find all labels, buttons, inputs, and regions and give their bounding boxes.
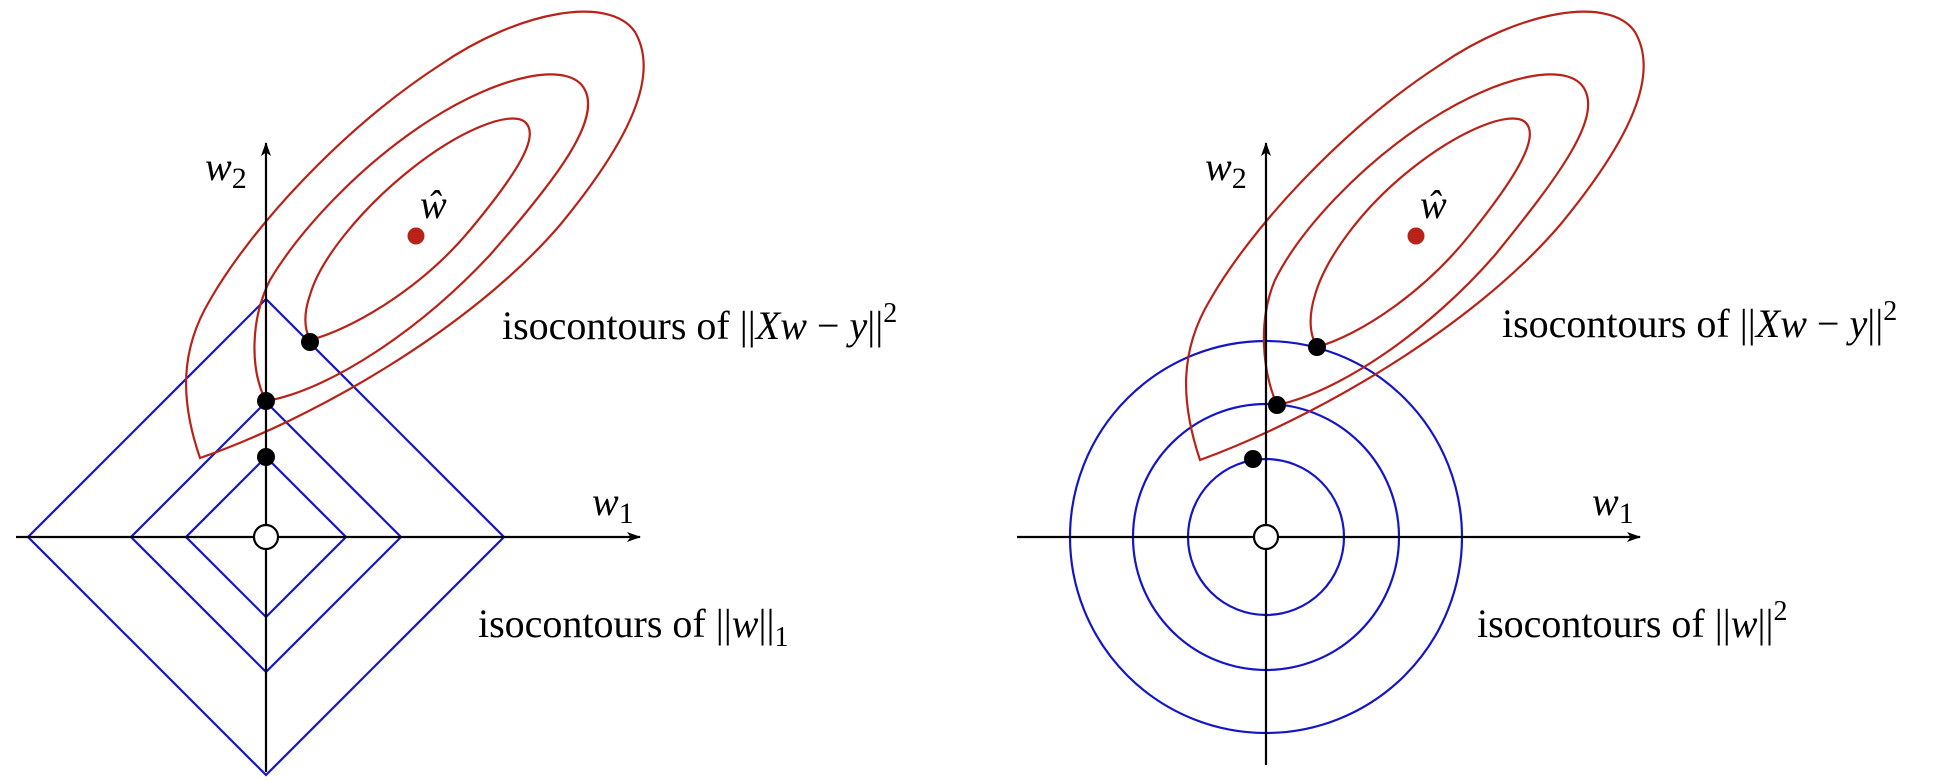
left-solution-point-2	[257, 392, 275, 410]
left-l1-contour-large	[26, 297, 506, 777]
right-loss-contour-inner	[1309, 117, 1531, 349]
right-loss-isocontours	[1184, 10, 1645, 462]
right-w2-label: w2	[1205, 144, 1247, 195]
left-panel: w2 w1 ŵ isocontours of ||Xw − y||2 isoco…	[16, 10, 897, 777]
left-loss-isocontours	[184, 10, 645, 460]
right-w-hat-label: ŵ	[1420, 182, 1447, 227]
left-w1-label: w1	[592, 479, 634, 530]
right-w1-label: w1	[1592, 479, 1634, 530]
left-w-hat-point	[407, 227, 425, 245]
right-loss-contour-outer	[1184, 10, 1645, 462]
left-loss-contour-outer	[184, 10, 645, 460]
left-w-hat-label: ŵ	[420, 182, 447, 227]
right-solution-point-3	[1244, 450, 1262, 468]
left-origin-marker	[252, 523, 280, 551]
left-loss-contour-label: isocontours of ||Xw − y||2	[502, 298, 897, 348]
left-reg-contour-label: isocontours of ||w||1	[478, 601, 788, 653]
right-panel: w2 w1 ŵ isocontours of ||Xw − y||2 isoco…	[1017, 10, 1897, 765]
right-solution-point-2	[1268, 396, 1286, 414]
right-reg-contour-label: isocontours of ||w||2	[1477, 596, 1787, 646]
right-solution-point-1	[1308, 338, 1326, 356]
right-origin-marker	[1252, 523, 1280, 551]
left-solution-point-1	[301, 333, 319, 351]
left-loss-contour-inner	[304, 117, 531, 342]
right-loss-contour-middle	[1262, 73, 1590, 407]
right-loss-contour-label: isocontours of ||Xw − y||2	[1502, 296, 1897, 346]
left-solution-point-3	[257, 448, 275, 466]
left-loss-contour-middle	[253, 73, 590, 403]
left-w2-label: w2	[205, 144, 247, 195]
right-w-hat-point	[1407, 227, 1425, 245]
